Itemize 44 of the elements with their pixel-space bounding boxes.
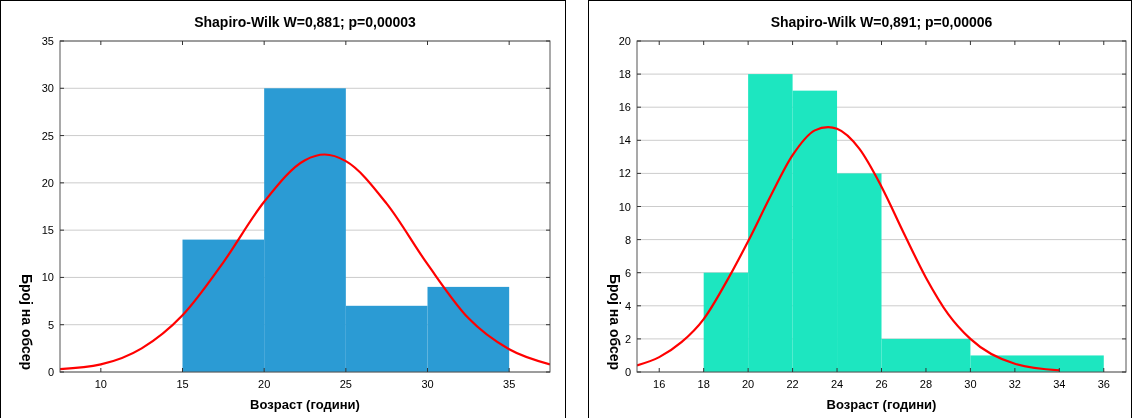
x-tick-label: 34 [1053,378,1066,390]
y-tick-label: 8 [624,233,631,246]
x-tick-label: 30 [421,378,434,390]
y-axis-title: Број на обсер [19,273,35,371]
y-tick-label: 4 [624,299,631,312]
y-tick-label: 14 [618,134,631,147]
x-tick-label: 16 [653,378,666,390]
y-tick-label: 16 [618,101,631,114]
y-tick-label: 10 [41,271,54,284]
y-tick-label: 25 [41,129,54,142]
x-tick-label: 36 [1097,378,1110,390]
x-tick-label: 15 [176,378,189,390]
x-tick-label: 18 [697,378,710,390]
y-tick-label: 18 [618,68,631,81]
x-axis-title: Возраст (години) [250,397,360,412]
y-tick-label: 12 [618,167,631,180]
chart-title: Shapiro-Wilk W=0,881; p=0,00003 [194,14,417,30]
y-tick-label: 10 [618,200,631,213]
x-tick-label: 20 [742,378,755,390]
x-tick-label: 22 [786,378,799,390]
x-tick-label: 30 [964,378,977,390]
y-tick-label: 35 [41,35,54,47]
y-tick-label: 0 [624,366,631,378]
y-tick-label: 6 [624,266,631,279]
x-tick-label: 10 [94,378,107,390]
y-tick-label: 15 [41,224,54,237]
x-tick-label: 24 [830,378,844,390]
x-tick-label: 35 [503,378,516,390]
x-tick-label: 32 [1008,378,1021,390]
x-tick-label: 20 [258,378,271,390]
line-series [60,153,550,371]
y-tick-label: 30 [41,82,54,95]
x-tick-label: 26 [875,378,888,390]
y-axis-title: Број на обсер [607,273,623,371]
x-tick-label: 25 [339,378,352,390]
y-tick-label: 20 [41,176,54,189]
y-tick-label: 2 [624,332,631,345]
x-tick-label: 28 [919,378,933,390]
x-axis-title: Возраст (години) [826,397,937,412]
y-tick-label: 5 [47,318,54,331]
line-series [637,125,1061,372]
chart-title: Shapiro-Wilk W=0,891; p=0,00006 [770,14,993,30]
y-tick-label: 0 [47,366,54,378]
y-tick-label: 20 [618,35,631,47]
